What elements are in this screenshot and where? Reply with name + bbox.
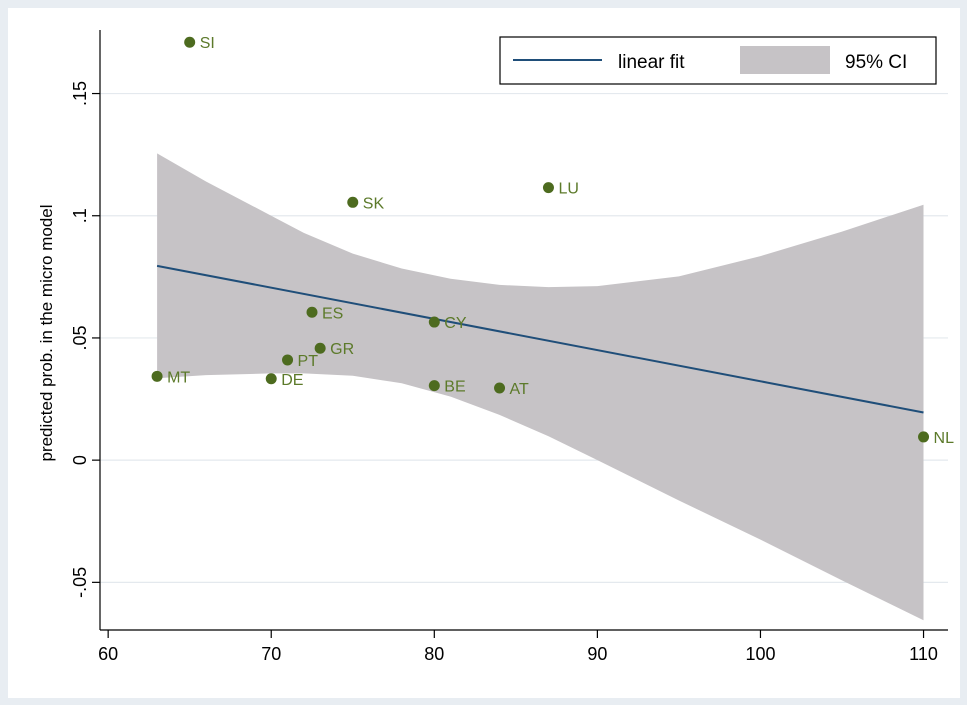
data-point-at [494, 382, 506, 394]
data-point-es [306, 306, 318, 318]
data-point-cy [428, 316, 440, 328]
point-label-es: ES [322, 305, 343, 322]
data-point-mt [151, 370, 163, 382]
linear-fit-line [156, 264, 924, 414]
x-axis-ticks: 60 70 80 90 100 110 [98, 630, 938, 664]
legend-ci-swatch [740, 46, 830, 74]
fit-layer [156, 264, 924, 414]
x-tick-label: 70 [261, 644, 281, 664]
axes [99, 30, 948, 631]
x-tick-label: 100 [745, 644, 775, 664]
data-points: SI LU SK ES CY GR PT MT DE BE AT NL [151, 35, 955, 447]
confidence-band [157, 153, 924, 621]
point-label-de: DE [281, 372, 303, 389]
legend-label-fit: linear fit [618, 52, 685, 73]
data-point-si [184, 36, 196, 48]
x-tick-label: 80 [424, 644, 444, 664]
y-tick-label: .1 [70, 208, 90, 223]
point-label-si: SI [200, 35, 215, 52]
point-label-cy: CY [444, 315, 467, 332]
data-point-sk [347, 196, 359, 208]
x-tick-label: 60 [98, 644, 118, 664]
legend-label-ci: 95% CI [845, 52, 907, 73]
point-label-gr: GR [330, 341, 354, 358]
point-label-be: BE [444, 379, 465, 396]
y-tick-label: 0 [70, 455, 90, 465]
ci-95-band [157, 153, 924, 621]
data-point-be [428, 380, 440, 392]
x-tick-label: 90 [587, 644, 607, 664]
point-label-nl: NL [934, 430, 955, 447]
y-tick-label: .05 [70, 325, 90, 350]
legend: linear fit 95% CI [499, 36, 937, 85]
data-point-nl [918, 431, 930, 443]
x-tick-label: 110 [909, 644, 938, 664]
data-point-gr [314, 342, 326, 354]
data-point-de [265, 373, 277, 385]
data-point-lu [542, 182, 554, 194]
point-label-mt: MT [167, 369, 190, 386]
point-label-sk: SK [363, 195, 385, 212]
y-axis-label: predicted prob. in the micro model [37, 204, 56, 461]
point-label-pt: PT [298, 353, 319, 370]
point-label-lu: LU [558, 181, 578, 198]
y-tick-label: -.05 [70, 567, 90, 598]
y-tick-label: .15 [70, 81, 90, 106]
y-axis-ticks: -.05 0 .05 .1 .15 [70, 81, 100, 598]
point-label-at: AT [510, 381, 529, 398]
data-point-pt [282, 354, 294, 366]
